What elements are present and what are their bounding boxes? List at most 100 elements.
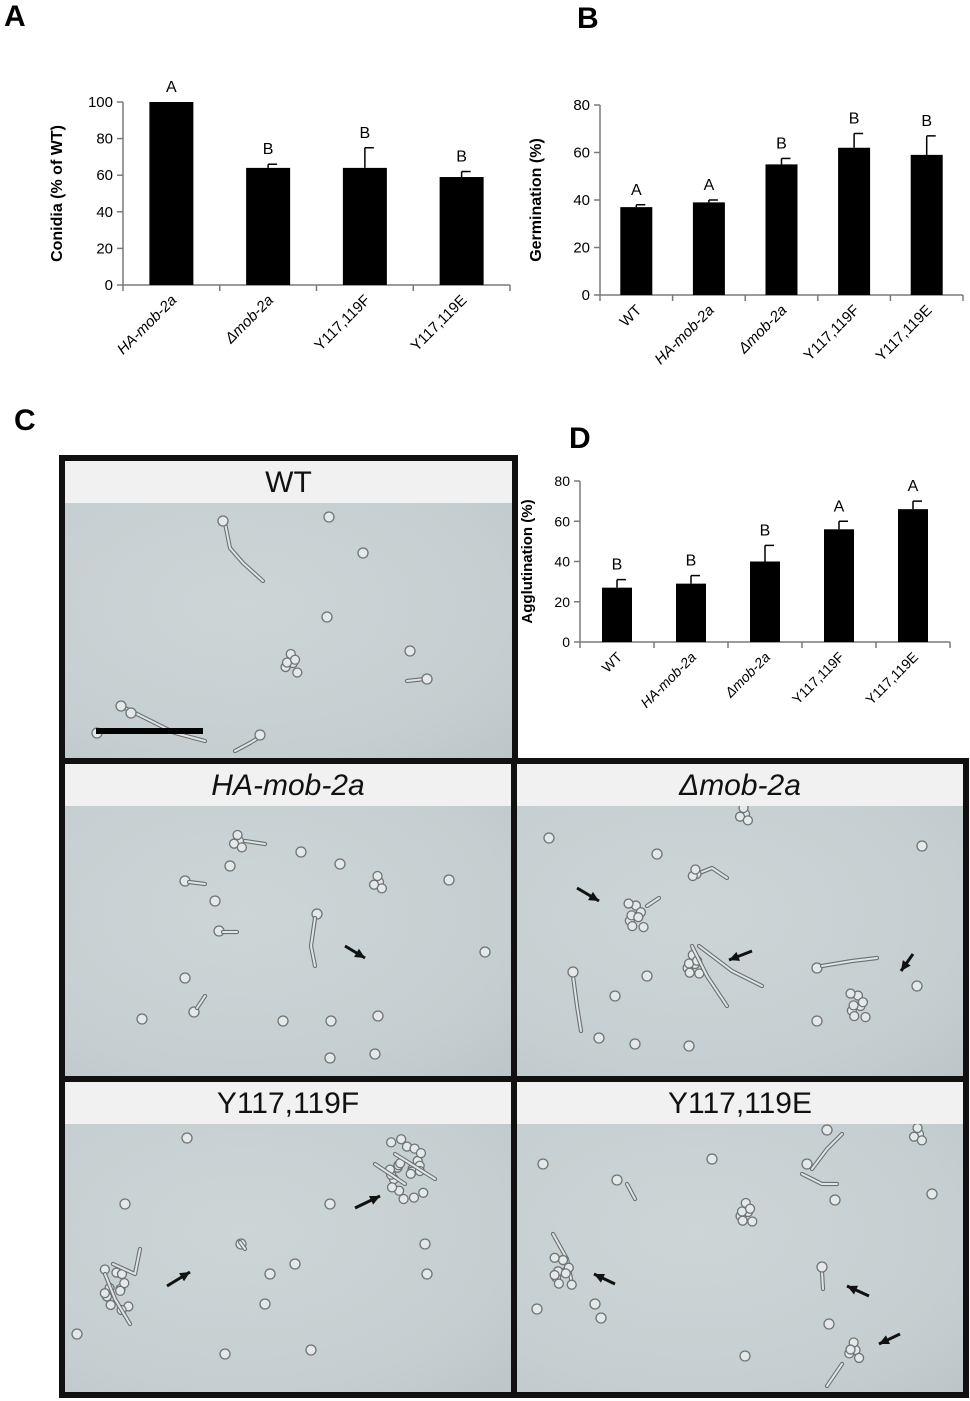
conidium xyxy=(404,645,416,657)
germ-tube-inner xyxy=(394,1153,436,1180)
conidium xyxy=(747,1216,758,1227)
conidium xyxy=(811,1015,823,1027)
chart-d-category-label: WT xyxy=(598,648,625,675)
conidium xyxy=(633,912,644,923)
micrograph-wt-label: WT xyxy=(65,461,512,503)
micrograph-delta-mob-2a-label: Δmob-2a xyxy=(517,764,963,806)
conidium xyxy=(912,1124,923,1134)
conidium xyxy=(125,707,137,719)
conidium xyxy=(706,1153,718,1165)
chart-a-conidia: 0 20 40 60 80 100 Conidia (% of WT) A HA-mob-2a B… xyxy=(49,79,511,358)
germ-tube-inner xyxy=(196,995,206,1009)
arrow-head xyxy=(354,948,365,958)
chart-a-significance-letter: B xyxy=(456,149,467,166)
conidium xyxy=(99,1288,110,1299)
arrow-head xyxy=(901,960,911,971)
germ-tube-inner xyxy=(801,1173,838,1185)
chart-a-significance-letter: B xyxy=(263,141,274,158)
conidium xyxy=(372,870,383,882)
conidium xyxy=(305,1344,317,1356)
conidium xyxy=(860,1011,871,1023)
conidium xyxy=(105,1299,116,1311)
conidium xyxy=(849,1010,860,1022)
conidium xyxy=(911,980,923,992)
conidium xyxy=(418,1187,429,1198)
conidium xyxy=(376,883,388,894)
conidium xyxy=(742,815,754,826)
chart-a-category-label: Y117,119E xyxy=(408,292,471,355)
panel-label-a: A xyxy=(4,0,26,33)
chart-d-category-label: Δmob-2a xyxy=(721,649,773,701)
chart-b-bar xyxy=(692,202,725,295)
chart-a-y-axis-label: Conidia (% of WT) xyxy=(49,125,66,262)
chart-b-bar xyxy=(620,207,653,295)
micrograph-y117-119f-label: Y117,119F xyxy=(65,1082,511,1124)
conidium xyxy=(324,1052,336,1064)
panel-label-d: D xyxy=(569,422,591,455)
chart-d-category-label: Y117,119F xyxy=(789,649,847,707)
chart-d-significance-letter: A xyxy=(908,478,919,495)
chart-b-category-label: HA-mob-2a xyxy=(651,302,717,368)
conidium xyxy=(557,1254,569,1266)
conidium xyxy=(405,1168,416,1179)
arrow-head xyxy=(879,1335,890,1345)
conidium xyxy=(321,611,333,623)
arrow-head xyxy=(369,1195,380,1205)
conidium xyxy=(848,1000,859,1011)
chart-a-bar xyxy=(342,167,387,285)
germ-tube-inner xyxy=(244,840,266,845)
conidium xyxy=(277,1015,289,1027)
chart-d-y-tick-label: 20 xyxy=(554,594,570,610)
conidium xyxy=(295,846,307,858)
chart-a-bar xyxy=(246,167,291,285)
chart-a-y-tick-label: 80 xyxy=(96,131,113,148)
chart-d-bar xyxy=(602,587,632,642)
conidium xyxy=(595,1312,607,1324)
conidium xyxy=(325,1015,337,1027)
chart-d-y-tick-label: 60 xyxy=(554,513,570,529)
conidium xyxy=(408,1192,420,1203)
micrograph-y117-119f-image xyxy=(65,1124,511,1392)
micrograph-y117-119e-image xyxy=(517,1124,963,1392)
conidium xyxy=(845,988,856,999)
panel-label-b: B xyxy=(577,2,599,35)
conidium xyxy=(219,1348,231,1360)
conidium xyxy=(232,829,243,841)
conidium xyxy=(651,848,663,860)
conidium xyxy=(531,1303,543,1315)
conidium xyxy=(567,966,579,978)
micrograph-grid-frame: HA-mob-2a Δmob-2a Y117,119F Y117,119E xyxy=(59,758,969,1398)
germ-tube-inner xyxy=(112,1248,141,1275)
chart-b-y-tick-label: 20 xyxy=(573,240,590,257)
conidium xyxy=(289,654,301,665)
conidium xyxy=(737,1215,748,1226)
conidium xyxy=(857,997,869,1008)
conidium xyxy=(853,1352,865,1364)
chart-b-y-axis-label: Germination (%) xyxy=(528,138,545,262)
conidium xyxy=(419,1238,431,1250)
chart-d-bar xyxy=(750,561,780,642)
conidium xyxy=(623,898,634,909)
chart-a-y-tick-label: 40 xyxy=(96,204,113,221)
chart-d-significance-letter: B xyxy=(686,553,697,570)
chart-b-y-tick-label: 40 xyxy=(573,192,590,209)
germ-tube-inner xyxy=(188,881,206,885)
conidium xyxy=(609,990,621,1002)
micrograph-wt-frame: WT xyxy=(59,455,518,764)
conidium xyxy=(739,1350,751,1362)
chart-d-significance-letter: A xyxy=(834,498,845,515)
chart-b-category-label: WT xyxy=(617,302,646,331)
conidium xyxy=(415,1147,427,1159)
chart-b-germination: 0 20 40 60 80 Germination (%) A WT A HA-mob-2a B Δm… xyxy=(528,97,964,368)
chart-d-bar xyxy=(898,509,928,642)
chart-a-y-tick-label: 0 xyxy=(105,277,113,294)
chart-b-y-tick-label: 80 xyxy=(573,97,590,114)
germ-tube-inner xyxy=(572,975,582,1032)
conidium xyxy=(829,1194,841,1206)
chart-a-bar xyxy=(439,177,484,285)
conidium xyxy=(324,1198,336,1210)
chart-b-category-label: Y117,119E xyxy=(873,302,936,365)
conidium xyxy=(421,673,433,685)
germ-tube-inner xyxy=(691,945,728,1007)
conidium xyxy=(289,1258,301,1270)
